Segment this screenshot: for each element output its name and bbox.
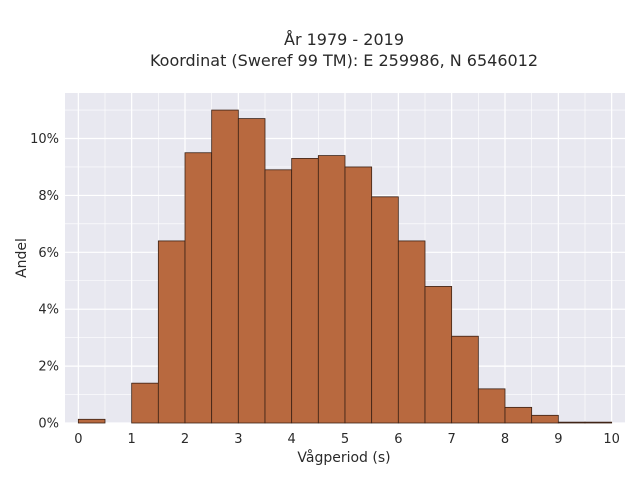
x-tick-label: 9 bbox=[554, 432, 562, 447]
histogram-bar bbox=[291, 158, 319, 424]
histogram-bars bbox=[77, 109, 613, 424]
x-tick-label: 4 bbox=[288, 432, 296, 447]
histogram-bar bbox=[557, 421, 586, 424]
histogram-bar bbox=[504, 406, 533, 424]
histogram-bar bbox=[584, 421, 613, 424]
y-tick-label: 0% bbox=[38, 417, 59, 432]
chart-title-line-1: År 1979 - 2019 bbox=[284, 30, 404, 49]
histogram-bar bbox=[131, 382, 159, 424]
y-axis-ticks: 0% 2% 4% 6% 8% 10% bbox=[30, 132, 59, 431]
x-tick-label: 10 bbox=[603, 432, 620, 447]
histogram-bar bbox=[184, 152, 213, 424]
histogram-bar bbox=[371, 196, 399, 424]
histogram-bar bbox=[397, 240, 426, 424]
x-tick-label: 1 bbox=[128, 432, 136, 447]
x-axis-ticks: 0 1 2 3 4 5 6 7 8 9 10 bbox=[74, 432, 620, 447]
histogram-bar bbox=[531, 414, 559, 424]
histogram-bar bbox=[237, 118, 266, 424]
x-tick-label: 8 bbox=[501, 432, 509, 447]
x-tick-label: 6 bbox=[394, 432, 402, 447]
histogram-bar bbox=[317, 155, 346, 424]
y-tick-label: 4% bbox=[38, 303, 59, 318]
histogram-bar bbox=[157, 240, 186, 424]
y-tick-label: 2% bbox=[38, 360, 59, 375]
histogram-bar bbox=[77, 418, 106, 424]
histogram-bar bbox=[477, 388, 506, 424]
x-tick-label: 7 bbox=[448, 432, 456, 447]
histogram-bar bbox=[264, 169, 293, 424]
chart-title-line-2: Koordinat (Sweref 99 TM): E 259986, N 65… bbox=[150, 51, 538, 70]
histogram-bar bbox=[451, 335, 479, 424]
x-tick-label: 5 bbox=[341, 432, 349, 447]
x-tick-label: 3 bbox=[234, 432, 242, 447]
x-tick-label: 0 bbox=[74, 432, 82, 447]
x-axis-label: Vågperiod (s) bbox=[297, 449, 390, 466]
histogram-bar bbox=[344, 166, 373, 424]
y-tick-label: 8% bbox=[38, 189, 59, 204]
x-tick-label: 2 bbox=[181, 432, 189, 447]
y-tick-label: 10% bbox=[30, 132, 59, 147]
histogram-bar bbox=[211, 109, 239, 424]
y-axis-label: Andel bbox=[14, 238, 30, 278]
y-tick-label: 6% bbox=[38, 246, 59, 261]
histogram-bar bbox=[424, 286, 453, 424]
